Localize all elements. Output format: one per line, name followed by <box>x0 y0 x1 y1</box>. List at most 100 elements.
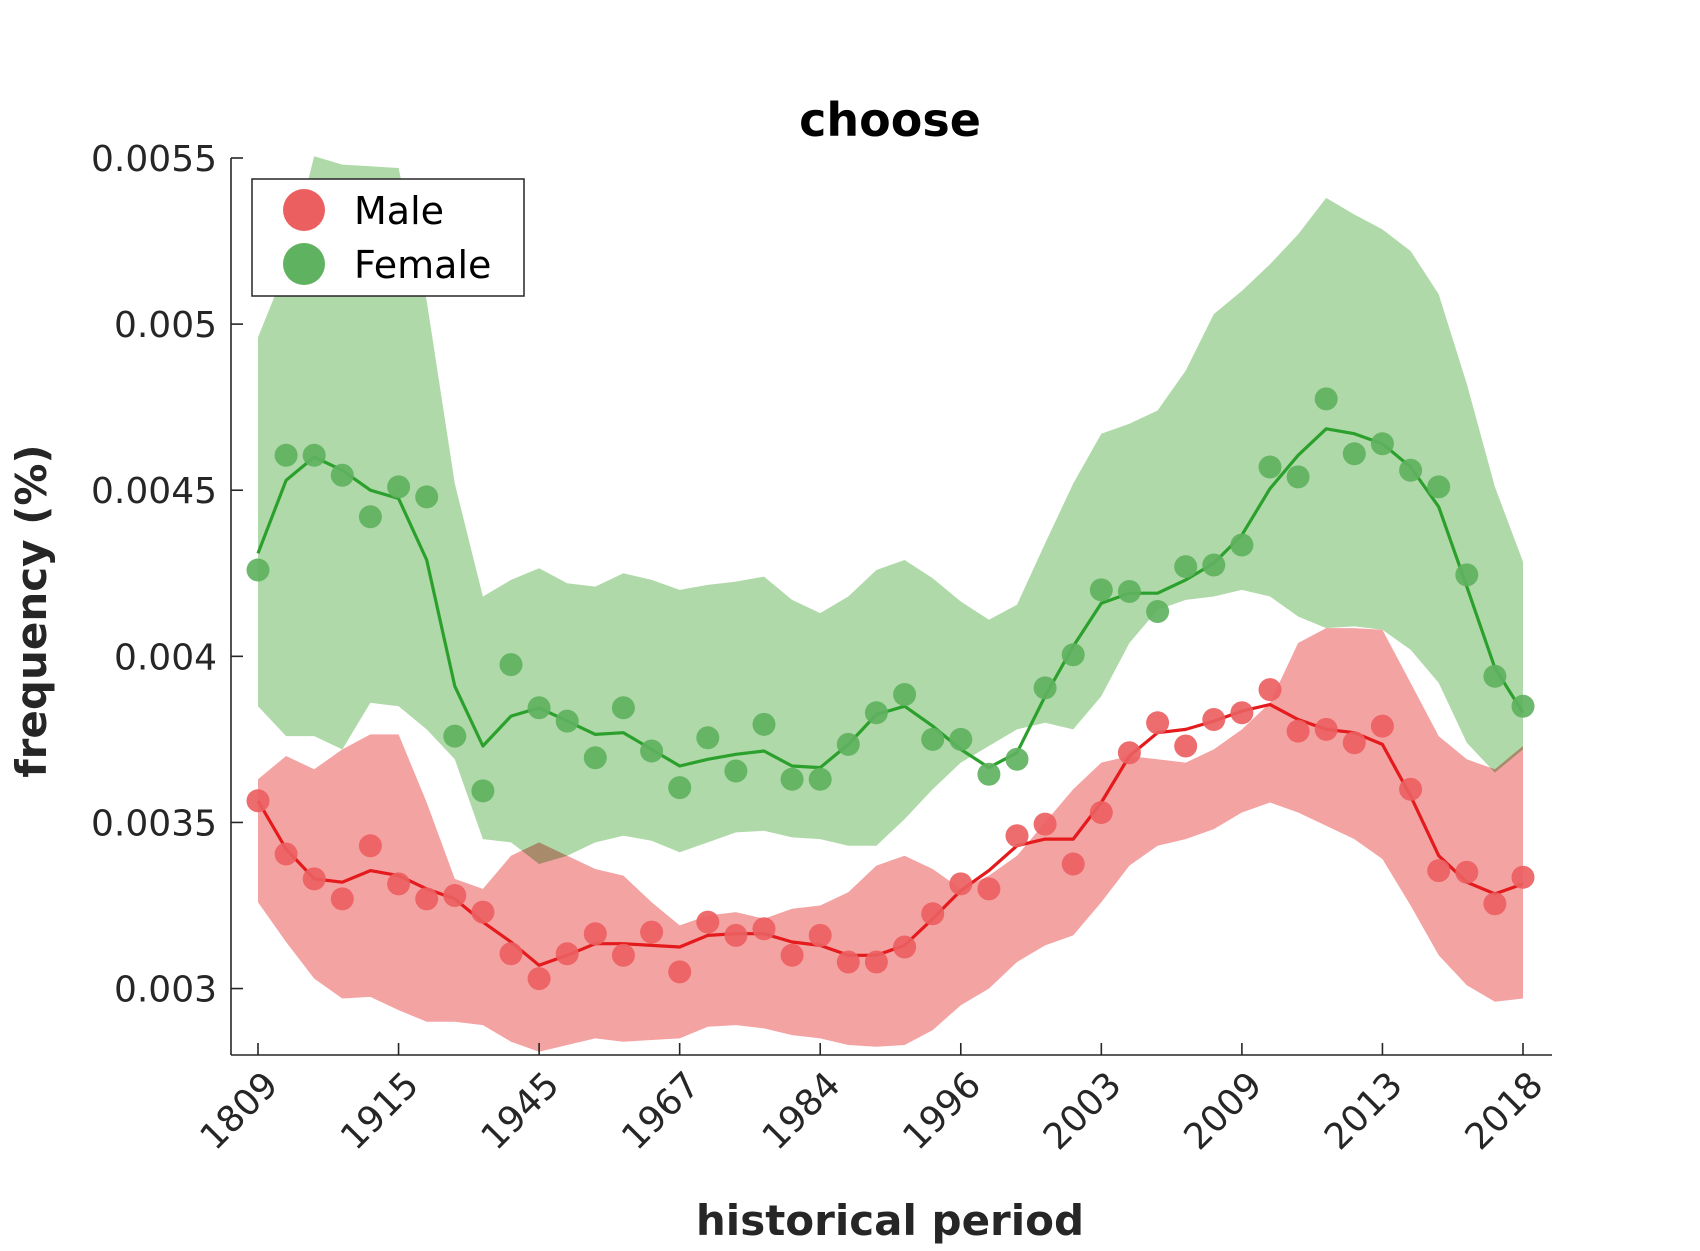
data-point-male <box>274 842 298 866</box>
data-point-male <box>415 887 439 911</box>
data-point-female <box>780 767 804 791</box>
data-point-male <box>1483 892 1507 916</box>
data-point-female <box>1230 533 1254 557</box>
y-tick-label: 0.003 <box>114 970 217 1011</box>
x-axis-title: historical period <box>696 1196 1084 1245</box>
data-point-male <box>864 950 888 974</box>
data-point-female <box>611 696 635 720</box>
data-point-male <box>302 867 326 891</box>
data-point-female <box>1483 664 1507 688</box>
data-point-male <box>696 910 720 934</box>
data-point-female <box>246 558 270 582</box>
data-point-female <box>1314 387 1338 411</box>
data-point-male <box>780 943 804 967</box>
data-point-female <box>668 776 692 800</box>
data-point-male <box>387 872 411 896</box>
data-points <box>246 387 1535 991</box>
data-point-female <box>1146 600 1170 623</box>
chart-title: choose <box>799 93 981 147</box>
data-point-male <box>1399 777 1423 801</box>
data-point-female <box>443 724 467 748</box>
data-point-female <box>1174 555 1198 579</box>
data-point-female <box>527 696 551 720</box>
y-tick-label: 0.0055 <box>91 139 217 180</box>
data-point-female <box>1342 442 1366 466</box>
data-point-male <box>246 789 270 813</box>
data-point-female <box>836 732 860 756</box>
data-point-male <box>921 902 945 926</box>
data-point-female <box>1202 553 1226 577</box>
legend-label-male: Male <box>354 189 444 233</box>
data-point-male <box>1511 865 1535 889</box>
data-point-male <box>527 967 551 991</box>
data-point-female <box>499 653 523 677</box>
data-point-male <box>443 884 467 907</box>
data-point-male <box>499 942 523 966</box>
data-point-male <box>640 920 664 944</box>
data-point-male <box>1174 734 1198 758</box>
data-point-female <box>415 485 439 509</box>
data-point-female <box>949 727 973 751</box>
data-point-female <box>640 739 664 763</box>
legend-marker-female <box>283 243 325 285</box>
data-point-female <box>921 727 945 751</box>
legend: Male Female <box>251 178 525 297</box>
y-tick-label: 0.004 <box>114 637 217 678</box>
data-point-male <box>1286 719 1310 743</box>
data-point-female <box>302 443 326 467</box>
data-point-male <box>1202 708 1226 731</box>
data-point-male <box>1117 741 1141 765</box>
data-point-male <box>1455 860 1479 884</box>
data-point-female <box>696 726 720 750</box>
data-point-male <box>471 900 495 924</box>
data-point-male <box>893 935 917 959</box>
data-point-male <box>977 877 1001 901</box>
data-point-male <box>330 887 354 911</box>
data-point-male <box>358 834 382 858</box>
data-point-female <box>555 709 579 733</box>
data-point-male <box>1033 812 1057 836</box>
data-point-male <box>1314 717 1338 741</box>
data-point-female <box>1005 747 1029 771</box>
data-point-female <box>387 475 411 499</box>
data-point-male <box>611 943 635 967</box>
data-point-female <box>583 746 607 770</box>
data-point-male <box>1370 714 1394 738</box>
data-point-female <box>274 443 298 467</box>
y-tick-label: 0.0045 <box>91 471 217 512</box>
data-point-male <box>949 872 973 896</box>
confidence-band-female <box>258 156 1523 865</box>
data-point-female <box>330 463 354 487</box>
data-point-male <box>1427 859 1451 883</box>
data-point-male <box>752 917 776 941</box>
data-point-female <box>1258 455 1282 479</box>
data-point-female <box>752 712 776 736</box>
data-point-female <box>977 762 1001 786</box>
data-point-female <box>1399 458 1423 482</box>
data-point-female <box>864 701 888 725</box>
data-point-female <box>1370 432 1394 456</box>
data-point-male <box>724 923 748 947</box>
data-point-male <box>555 942 579 966</box>
data-point-male <box>583 922 607 946</box>
data-point-female <box>1033 676 1057 700</box>
data-point-male <box>1342 731 1366 755</box>
data-point-male <box>836 950 860 974</box>
data-point-female <box>1286 465 1310 489</box>
data-point-female <box>1089 578 1113 602</box>
legend-label-female: Female <box>354 243 491 287</box>
trend-line-male <box>256 702 1524 967</box>
data-point-female <box>808 767 832 791</box>
trend-lines <box>256 427 1525 967</box>
data-point-female <box>358 505 382 529</box>
data-point-female <box>724 759 748 783</box>
data-point-female <box>1511 694 1535 718</box>
y-tick-label: 0.005 <box>114 305 217 346</box>
data-point-male <box>1061 852 1085 876</box>
data-point-female <box>1427 475 1451 499</box>
data-point-female <box>1117 580 1141 603</box>
data-point-female <box>893 683 917 706</box>
data-point-male <box>668 960 692 984</box>
data-point-male <box>808 923 832 947</box>
